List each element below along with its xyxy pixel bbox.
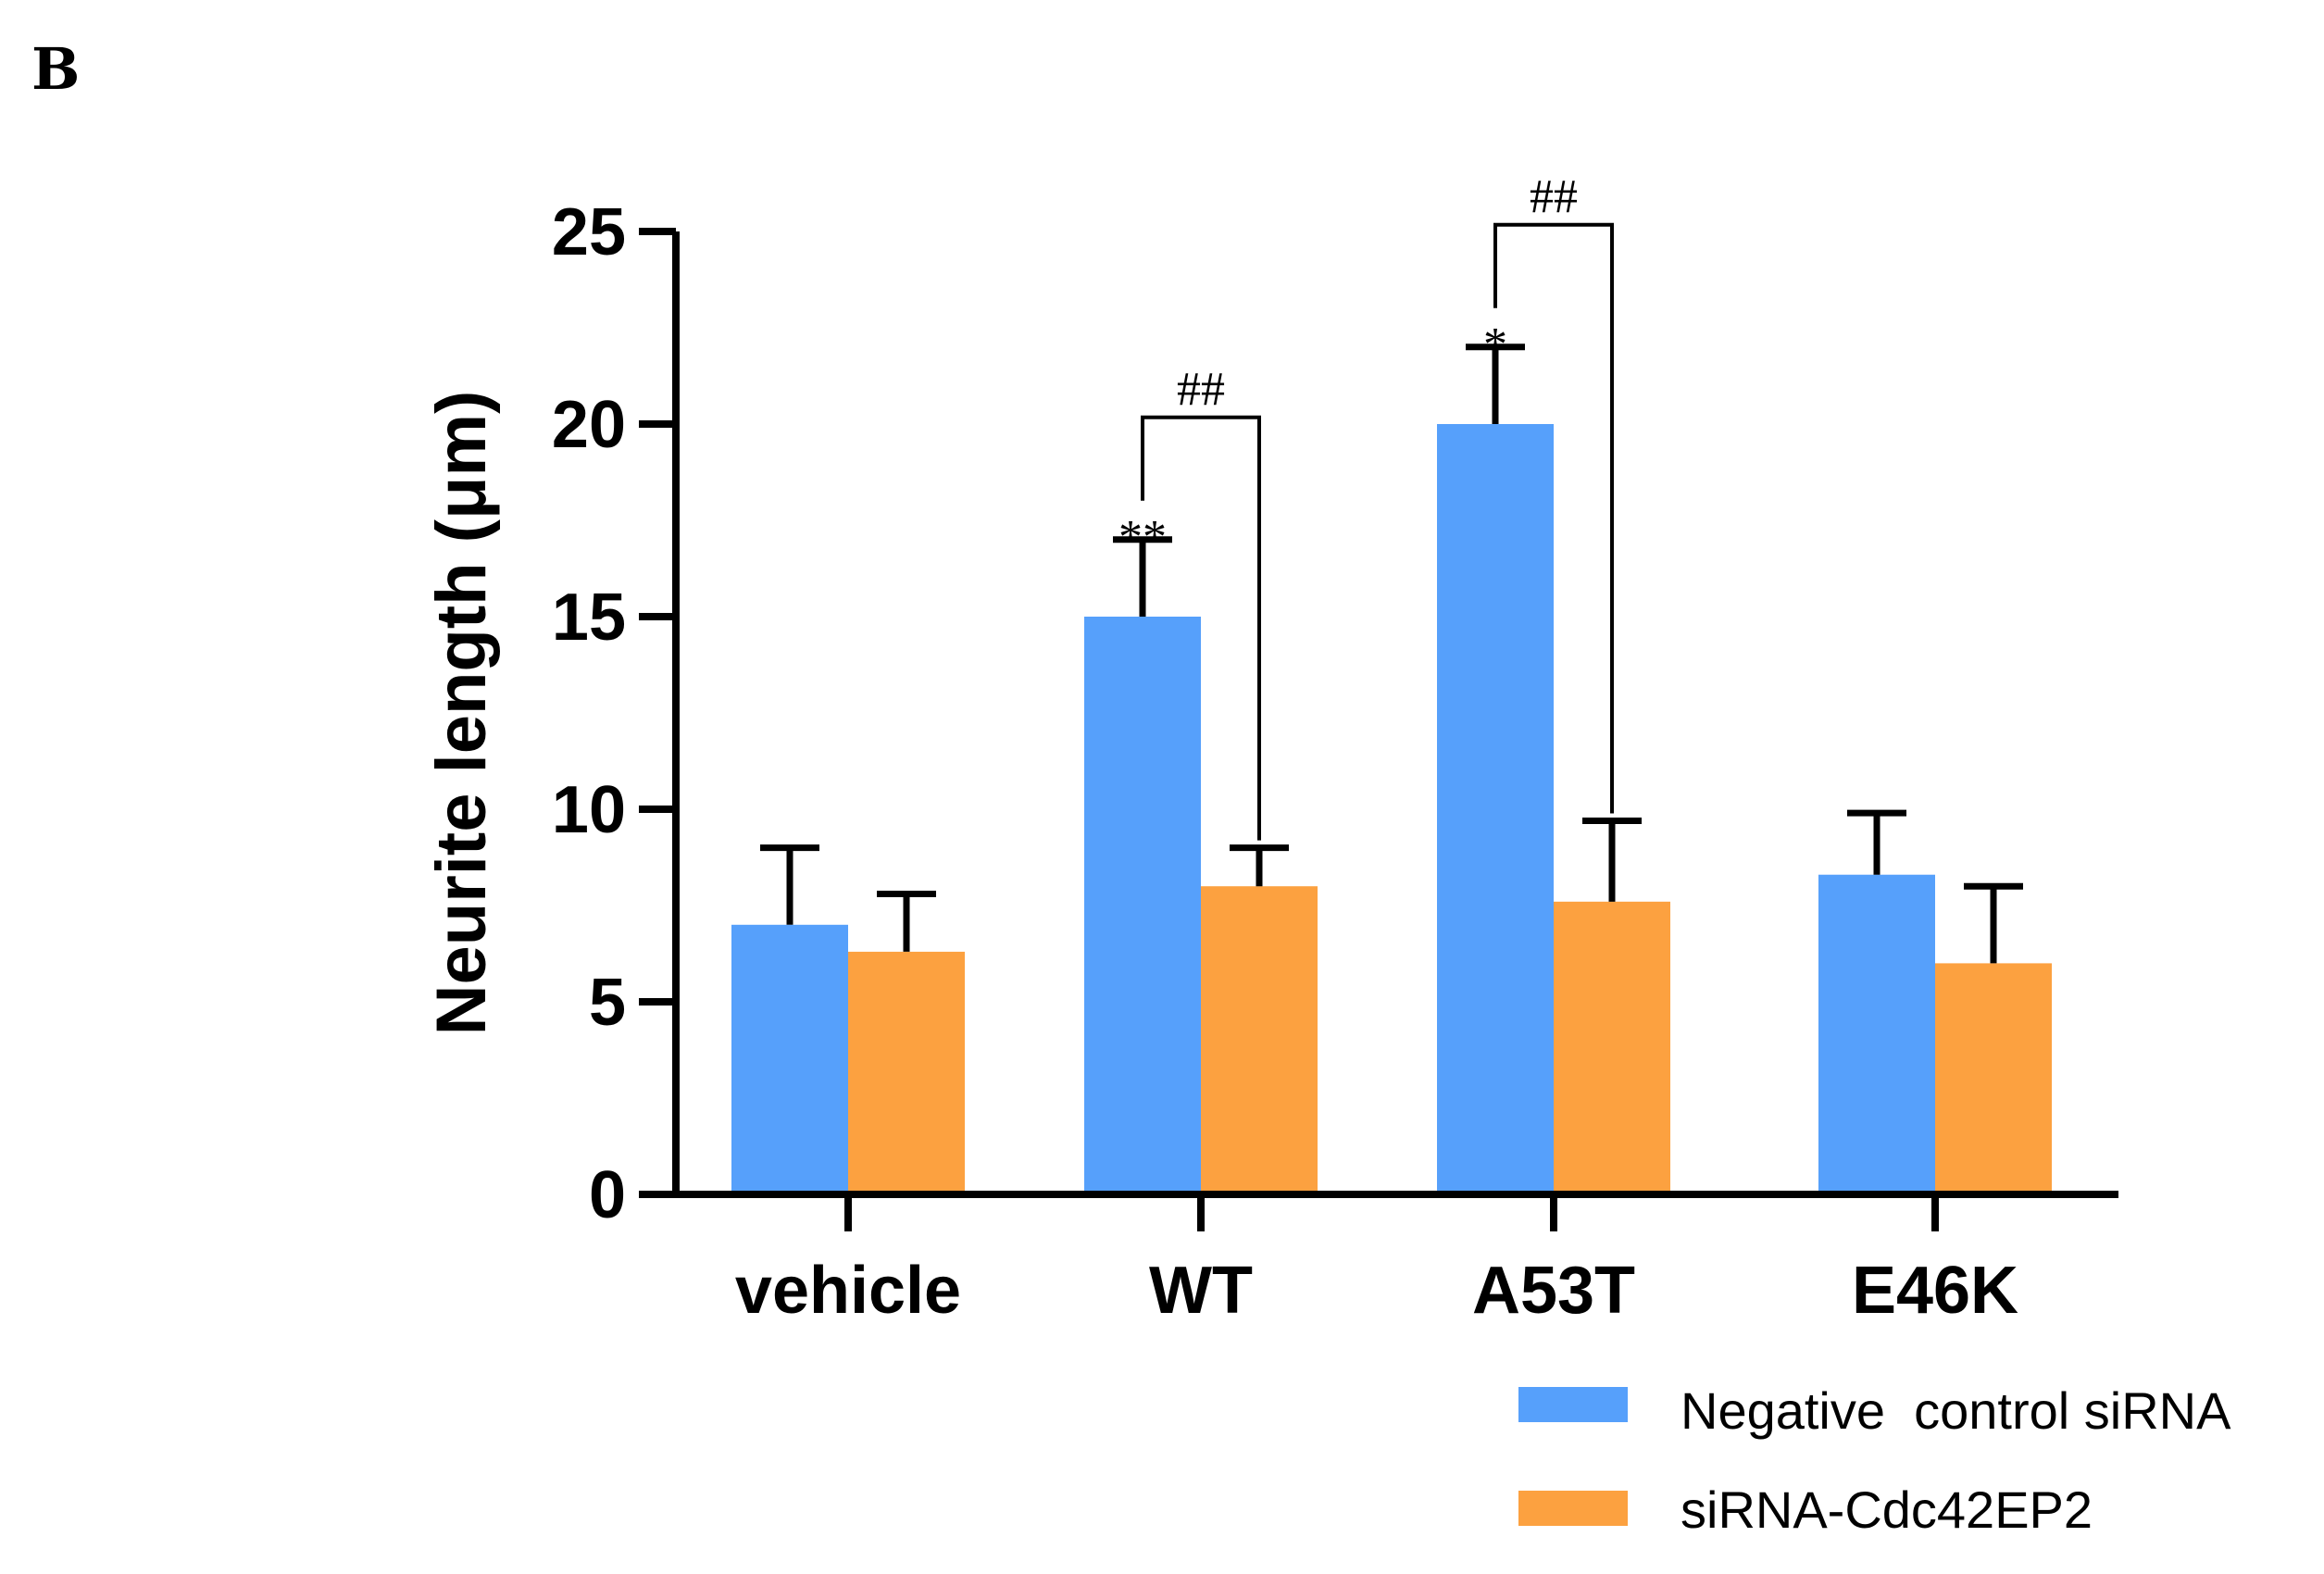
y-tick-label-20: 20 (552, 388, 626, 462)
y-tick-label-5: 5 (589, 966, 626, 1040)
comparison-bracket-wt (1141, 415, 1261, 841)
error-bars-layer (760, 344, 2023, 964)
legend-swatch-negative-control (1518, 1387, 1628, 1422)
y-tick-label-0: 0 (589, 1158, 626, 1232)
y-tick-label-10: 10 (552, 773, 626, 847)
bar-negative-control-sirna-wt (1084, 617, 1201, 1194)
x-tick-label-e46k: E46K (1852, 1254, 2018, 1328)
significance-marker-a53t: * (1483, 319, 1507, 371)
legend: Negative control siRNA siRNA-Cdc42EP2 (1518, 1381, 2231, 1539)
bar-negative-control-sirna-e46k (1818, 874, 1935, 1194)
bracket-marker-wt: ## (1177, 363, 1225, 416)
significance-layer: ***#### (1118, 170, 1614, 841)
y-ticks-layer: 0 5 10 15 20 25 (552, 195, 676, 1232)
y-axis-title: Neurite length (μm) (422, 391, 501, 1036)
panel-label: B (31, 35, 80, 103)
bracket-marker-a53t: ## (1530, 170, 1578, 223)
bar-sirna-cdc42ep2-wt (1201, 886, 1318, 1194)
comparison-bracket-a53t (1493, 222, 1614, 814)
x-tick-label-vehicle: vehicle (735, 1254, 961, 1328)
legend-label-sirna-cdc42ep2: siRNA-Cdc42EP2 (1681, 1480, 2093, 1539)
bar-sirna-cdc42ep2-e46k (1935, 963, 2052, 1194)
significance-marker-wt: ** (1118, 511, 1167, 564)
bar-sirna-cdc42ep2-vehicle (848, 951, 965, 1194)
y-tick-label-25: 25 (552, 195, 626, 269)
bar-sirna-cdc42ep2-a53t (1554, 901, 1670, 1194)
x-tick-label-a53t: A53T (1472, 1254, 1635, 1328)
x-tick-label-wt: WT (1149, 1254, 1253, 1328)
bar-negative-control-sirna-a53t (1437, 424, 1554, 1194)
bars-layer (731, 424, 2052, 1194)
x-ticks-layer: vehicle WT A53T E46K (735, 1194, 2018, 1328)
y-tick-label-15: 15 (552, 581, 626, 655)
legend-swatch-sirna-cdc42ep2 (1518, 1491, 1628, 1526)
bar-negative-control-sirna-vehicle (731, 924, 848, 1194)
legend-label-negative-control: Negative control siRNA (1681, 1381, 2231, 1440)
